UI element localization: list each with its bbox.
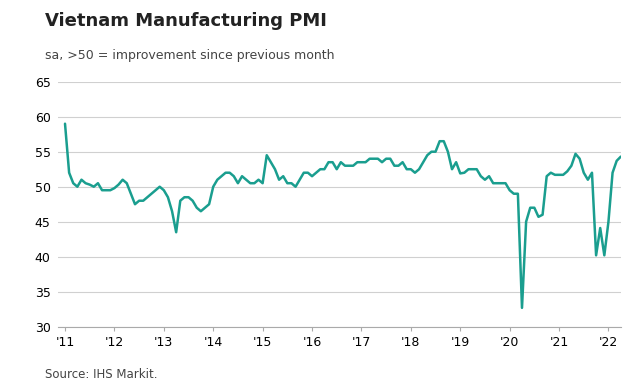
Text: sa, >50 = improvement since previous month: sa, >50 = improvement since previous mon… [45,49,334,61]
Text: Source: IHS Markit.: Source: IHS Markit. [45,368,157,381]
Text: Vietnam Manufacturing PMI: Vietnam Manufacturing PMI [45,12,326,30]
